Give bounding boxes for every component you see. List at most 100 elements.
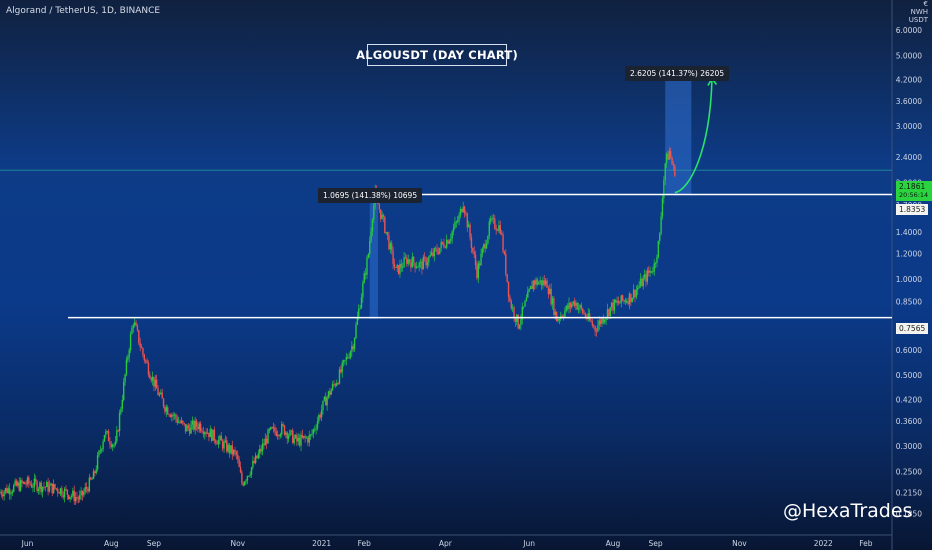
candle-body — [565, 305, 567, 311]
candle-body — [150, 378, 152, 381]
candle-body — [26, 477, 29, 485]
candle-body — [598, 320, 600, 326]
candle-body — [506, 273, 508, 282]
candle-body — [22, 482, 25, 484]
candle-body — [341, 362, 343, 373]
candle-body — [290, 430, 293, 432]
candle-body — [621, 295, 624, 301]
candle-body — [237, 454, 239, 460]
candle-body — [224, 440, 227, 442]
candle-body — [120, 408, 122, 414]
candle-body — [199, 423, 202, 431]
candle-body — [274, 427, 276, 432]
candle-body — [113, 444, 115, 446]
candle-body — [6, 488, 8, 493]
candle-body — [99, 450, 102, 452]
author-watermark: @HexaTrades — [783, 500, 913, 522]
candle-body — [0, 492, 3, 495]
candle-body — [217, 439, 220, 445]
candle-body — [363, 273, 365, 284]
candle-body — [268, 429, 271, 431]
candle-body — [619, 302, 621, 304]
current-price-countdown: 20:56:14 — [899, 191, 929, 199]
candle-body — [656, 257, 658, 263]
candle-body — [253, 460, 255, 463]
candle-body — [298, 437, 301, 446]
axis-unit-line1: NWH — [910, 8, 928, 16]
candle-body — [187, 425, 189, 428]
candle-body — [639, 278, 642, 286]
candle-body — [76, 497, 78, 499]
candle-body — [59, 488, 62, 494]
candle-body — [558, 319, 561, 320]
candle-body — [180, 420, 183, 423]
candle-body — [105, 431, 107, 435]
candle-body — [467, 224, 470, 228]
candle-body — [153, 376, 155, 387]
candle-body — [507, 281, 510, 297]
candle-body — [188, 427, 191, 434]
candle-body — [124, 374, 126, 382]
candle-body — [327, 391, 330, 398]
candle-body — [373, 204, 375, 220]
candle-body — [19, 480, 22, 491]
candle-body — [98, 450, 100, 456]
candle-body — [544, 280, 547, 285]
candle-body — [40, 482, 42, 493]
candle-body — [419, 261, 422, 263]
candle-body — [142, 348, 144, 355]
candle-body — [610, 302, 613, 308]
axis-unit-line2: USDT — [908, 16, 928, 24]
candle-body — [206, 432, 209, 434]
candle-body — [73, 490, 75, 502]
candle-body — [539, 280, 541, 283]
x-tick-label: Nov — [732, 539, 747, 548]
candle-body — [319, 415, 321, 418]
measure-range-first — [369, 195, 378, 319]
candle-body — [477, 263, 479, 279]
candle-body — [264, 438, 266, 446]
candle-body — [169, 415, 172, 418]
candle-body — [378, 204, 381, 210]
candle-body — [404, 257, 407, 259]
candle-body — [254, 455, 257, 463]
candle-body — [395, 267, 397, 269]
candle-body — [184, 423, 187, 432]
candle-body — [88, 477, 91, 492]
candle-body — [55, 488, 58, 490]
candle-body — [54, 484, 56, 489]
candle-body — [24, 482, 26, 485]
candle-body — [18, 482, 20, 491]
candle-body — [485, 243, 488, 249]
candle-body — [329, 391, 331, 395]
y-tick-label: 3.0000 — [896, 122, 922, 131]
candle-body — [426, 262, 429, 266]
candle-body — [417, 266, 419, 268]
candle-body — [514, 317, 517, 323]
candle-body — [499, 225, 501, 234]
candle-body — [8, 488, 11, 495]
candle-body — [605, 317, 607, 320]
y-tick-label: 0.5000 — [896, 371, 922, 380]
candle-body — [542, 280, 544, 286]
candle-body — [511, 307, 514, 309]
candle-body — [582, 308, 584, 314]
candle-body — [517, 314, 519, 329]
y-tick-label: 1.4000 — [896, 228, 922, 237]
candle-body — [413, 256, 415, 263]
candle-body — [434, 248, 437, 250]
candle-body — [362, 283, 364, 298]
candle-body — [238, 459, 240, 468]
x-tick-label: Feb — [859, 539, 873, 548]
candle-body — [326, 397, 328, 406]
candle-body — [638, 285, 640, 288]
candle-body — [69, 496, 71, 499]
candle-body — [333, 383, 335, 385]
candle-body — [106, 431, 108, 432]
candle-body — [162, 398, 165, 407]
y-tick-label: 4.2000 — [896, 76, 922, 85]
candle-body — [117, 430, 119, 432]
candle-body — [305, 437, 308, 439]
candle-body — [609, 307, 611, 317]
